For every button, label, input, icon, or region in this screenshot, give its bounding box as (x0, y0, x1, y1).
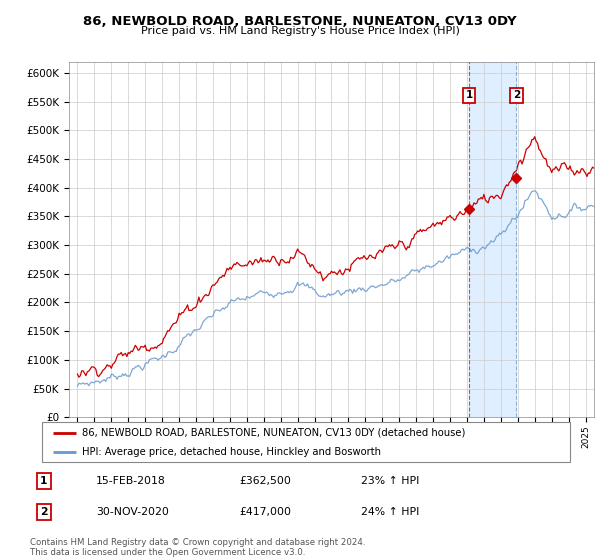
Text: Price paid vs. HM Land Registry's House Price Index (HPI): Price paid vs. HM Land Registry's House … (140, 26, 460, 36)
Text: 15-FEB-2018: 15-FEB-2018 (96, 476, 166, 486)
Text: 1: 1 (40, 476, 47, 486)
Text: 23% ↑ HPI: 23% ↑ HPI (361, 476, 419, 486)
Text: £362,500: £362,500 (240, 476, 292, 486)
Text: 1: 1 (466, 90, 473, 100)
Text: 30-NOV-2020: 30-NOV-2020 (96, 507, 169, 517)
Text: HPI: Average price, detached house, Hinckley and Bosworth: HPI: Average price, detached house, Hinc… (82, 447, 380, 457)
Text: Contains HM Land Registry data © Crown copyright and database right 2024.
This d: Contains HM Land Registry data © Crown c… (30, 538, 365, 557)
Text: 2: 2 (40, 507, 47, 517)
Text: £417,000: £417,000 (240, 507, 292, 517)
FancyBboxPatch shape (42, 422, 570, 462)
Text: 2: 2 (513, 90, 520, 100)
Text: 86, NEWBOLD ROAD, BARLESTONE, NUNEATON, CV13 0DY: 86, NEWBOLD ROAD, BARLESTONE, NUNEATON, … (83, 15, 517, 28)
Text: 86, NEWBOLD ROAD, BARLESTONE, NUNEATON, CV13 0DY (detached house): 86, NEWBOLD ROAD, BARLESTONE, NUNEATON, … (82, 428, 465, 438)
Bar (469, 62, 517, 417)
Text: 24% ↑ HPI: 24% ↑ HPI (361, 507, 419, 517)
